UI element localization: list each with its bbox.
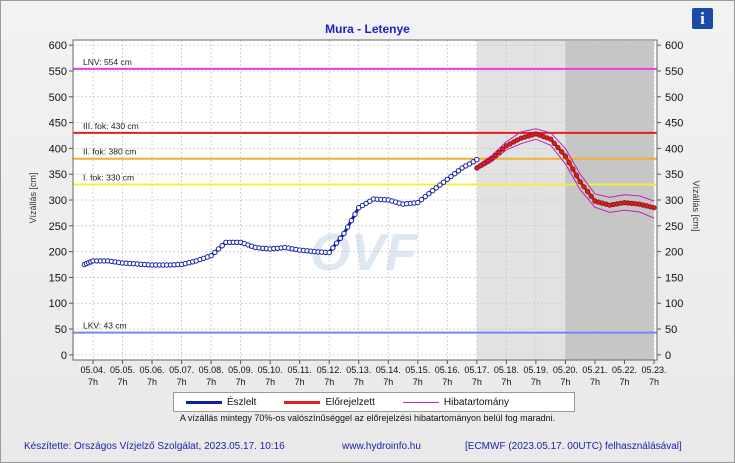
footer-author: Készítette: Országos Vízjelző Szolgálat,… — [24, 441, 285, 452]
footer-website-link[interactable]: www.hydroinfo.hu — [342, 441, 421, 452]
legend-swatch-error-band — [402, 401, 439, 403]
y-axis-label-left: Vízállás [cm] — [28, 172, 38, 224]
chart-title: Mura - Letenye — [325, 22, 410, 36]
y-axis-label-right: Vízállás [cm] — [691, 180, 701, 232]
info-icon[interactable]: i — [692, 8, 713, 29]
legend-item-forecast: Előrejelzett — [284, 396, 375, 408]
legend-label-forecast: Előrejelzett — [325, 396, 375, 408]
footnote: A vízállás mintegy 70%-os valószínűségge… — [179, 413, 556, 423]
legend-item-observed: Észlelt — [186, 397, 256, 408]
chart-legend: Észlelt Előrejelzett Hibatartomány — [173, 392, 575, 412]
legend-swatch-observed — [186, 400, 222, 404]
legend-label-observed: Észlelt — [227, 396, 257, 408]
footer-model-note: [ECMWF (2023.05.17. 00UTC) felhasználásá… — [465, 441, 682, 452]
legend-label-error-band: Hibatartomány — [443, 396, 509, 408]
legend-swatch-forecast — [284, 400, 321, 404]
legend-item-error-band: Hibatartomány — [402, 396, 509, 408]
